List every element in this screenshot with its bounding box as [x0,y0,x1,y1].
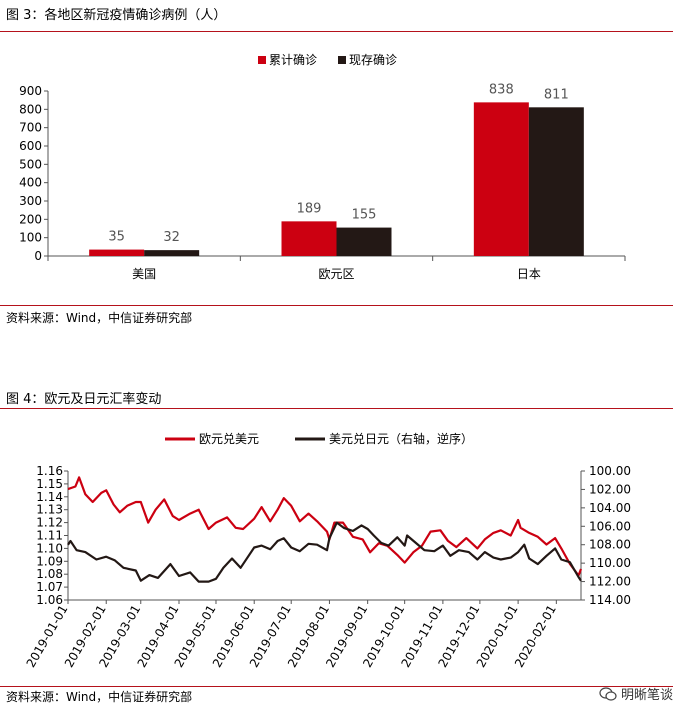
right-y-tick-label: 100.00 [589,464,631,478]
right-y-tick-label: 110.00 [589,556,631,570]
bar-0-2 [473,102,529,256]
bar-data-label: 189 [297,201,322,216]
bar-category-label: 欧元区 [318,267,354,281]
legend-swatch-0 [258,56,266,64]
right-y-tick-label: 108.00 [589,538,631,552]
left-y-tick-label: 1.15 [36,477,63,491]
figure-3-title: 图 3：各地区新冠疫情确诊病例（人） [6,8,227,23]
figure-4-source: 资料来源：Wind，中信证券研究部 [6,690,193,704]
bar-legend: 累计确诊 现存确诊 [258,53,397,67]
figure-4-title: 图 4：欧元及日元汇率变动 [6,392,162,407]
line-legend-label-0: 欧元兑美元 [199,432,259,446]
legend-swatch-1 [338,56,346,64]
left-y-tick-label: 1.11 [36,529,63,543]
left-y-tick-label: 1.07 [36,580,63,594]
bar-chart: 累计确诊 现存确诊 0 100 200 300 400 500 600 700 800 900 美国 35… [19,53,626,281]
bar-y-tick-label: 0 [34,249,42,263]
legend-label-0: 累计确诊 [269,53,317,67]
legend-label-1: 现存确诊 [349,53,397,67]
bar-data-label: 35 [108,230,125,245]
bar-data-label: 155 [352,208,377,223]
bar-y-tick-label: 300 [19,194,42,208]
figure-3-top-rule [0,31,673,32]
left-y-tick-label: 1.06 [36,593,63,607]
bar-y-tick-label: 900 [19,84,42,98]
right-y-tick-label: 114.00 [589,593,631,607]
series-line-1 [67,521,582,583]
figure-4-bottom-rule [0,686,673,687]
figure-3-source: 资料来源：Wind，中信证券研究部 [6,311,193,325]
left-y-tick-label: 1.10 [36,541,63,555]
bar-data-label: 838 [489,82,514,97]
left-y-tick-label: 1.14 [36,490,63,504]
bar-1-1 [336,227,392,256]
left-y-tick-label: 1.08 [36,567,63,581]
right-y-tick-label: 104.00 [589,501,631,515]
series-line-0 [67,476,583,577]
line-legend-label-1: 美元兑日元（右轴，逆序） [329,431,473,446]
bar-category-label: 日本 [517,267,541,281]
left-y-tick-label: 1.09 [36,554,63,568]
line-chart: 欧元兑美元 美元兑日元（右轴，逆序）1.061.071.081.091.101.1… [24,431,631,670]
figure-4-top-rule [0,408,673,409]
bar-y-tick-label: 200 [19,212,42,226]
line-legend: 欧元兑美元 美元兑日元（右轴，逆序） [165,431,473,446]
bar-y-tick-label: 600 [19,139,42,153]
left-y-tick-label: 1.13 [36,503,63,517]
wechat-icon [599,686,617,701]
left-y-tick-label: 1.12 [36,516,63,530]
bar-data-label: 811 [544,87,569,102]
bar-y-tick-label: 500 [19,157,42,171]
bar-0-0 [89,249,145,256]
right-y-tick-label: 106.00 [589,519,631,533]
figure-3-bottom-rule [0,305,673,306]
right-y-tick-label: 102.00 [589,482,631,496]
watermark-text: 明晰笔谈 [620,688,673,703]
bar-category-label: 美国 [132,267,156,281]
bar-1-0 [144,250,200,256]
watermark: 明晰笔谈 [599,684,673,703]
left-y-tick-label: 1.16 [36,464,63,478]
bar-y-tick-label: 100 [19,231,42,245]
x-tick-label: 2020-02-01 [512,603,559,670]
bar-1-2 [528,107,584,256]
right-y-tick-label: 112.00 [589,575,631,589]
bar-y-tick-label: 400 [19,176,42,190]
bar-0-1 [281,221,337,256]
bar-y-tick-label: 800 [19,102,42,116]
bar-y-tick-label: 700 [19,121,42,135]
bar-data-label: 32 [163,230,180,245]
